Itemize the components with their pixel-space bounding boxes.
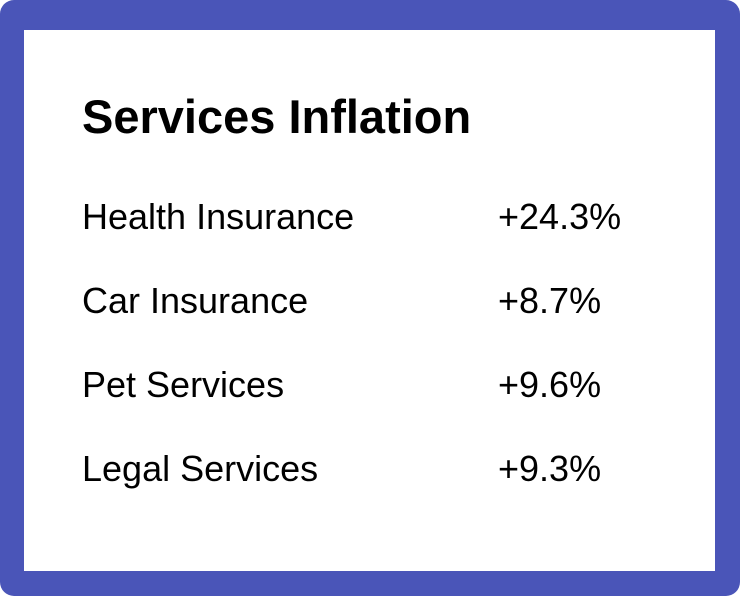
item-label: Health Insurance [82,196,355,237]
item-label: Pet Services [82,364,285,405]
item-value: +24.3% [498,196,622,237]
item-label: Car Insurance [82,280,309,321]
list-item: Pet Services +9.6% [82,364,682,448]
item-value: +9.6% [498,364,602,405]
item-value: +8.7% [498,280,602,321]
item-value: +9.3% [498,448,602,489]
list-item: Health Insurance +24.3% [82,196,682,280]
list-item: Legal Services +9.3% [82,448,682,532]
card-title: Services Inflation [82,90,472,143]
list-item: Car Insurance +8.7% [82,280,682,364]
inflation-card: Services Inflation Health Insurance +24.… [24,30,715,571]
item-label: Legal Services [82,448,319,489]
inflation-list: Health Insurance +24.3% Car Insurance +8… [82,196,682,532]
